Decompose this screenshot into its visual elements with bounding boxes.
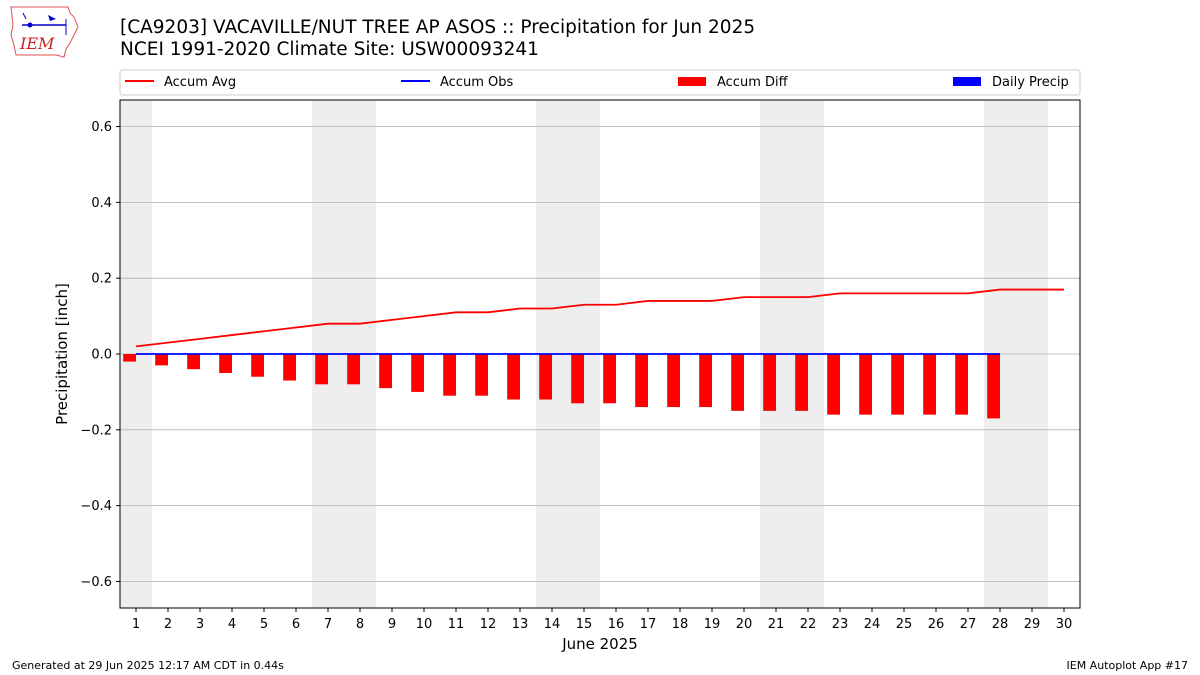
accum-avg-line: [135, 288, 1064, 348]
generated-timestamp: Generated at 29 Jun 2025 12:17 AM CDT in…: [12, 659, 284, 672]
x-tick-label: 14: [544, 617, 561, 632]
x-tick-label: 3: [196, 617, 204, 632]
x-tick-label: 29: [1024, 617, 1041, 632]
x-tick-label: 22: [800, 617, 817, 632]
legend-label: Accum Avg: [164, 75, 236, 90]
y-tick-label: 0.6: [91, 120, 112, 135]
legend-label: Daily Precip: [992, 75, 1069, 90]
accum-diff-bar: [987, 354, 1000, 419]
accum-diff-bar: [315, 354, 328, 385]
accum-diff-bar: [283, 354, 296, 381]
accum-diff-bar: [699, 354, 712, 408]
x-tick-label: 21: [768, 617, 785, 632]
x-tick-label: 18: [672, 617, 689, 632]
x-tick-label: 23: [832, 617, 849, 632]
x-tick-label: 10: [416, 617, 433, 632]
legend-label: Accum Obs: [440, 75, 513, 90]
x-tick-label: 16: [608, 617, 625, 632]
x-tick-label: 30: [1056, 617, 1073, 632]
x-tick-label: 9: [388, 617, 396, 632]
legend-label: Accum Diff: [717, 75, 789, 90]
accum-diff-bar: [123, 354, 136, 362]
legend-swatch-patch: [678, 77, 706, 86]
x-tick-label: 15: [576, 617, 593, 632]
app-credit: IEM Autoplot App #17: [1066, 659, 1189, 672]
accum-diff-bar: [667, 354, 680, 408]
accum-diff-bar: [251, 354, 264, 377]
accum-diff-bar: [443, 354, 456, 396]
x-tick-label: 5: [260, 617, 268, 632]
y-tick-label: 0.2: [91, 272, 112, 287]
accum-diff-bar: [539, 354, 552, 400]
x-tick-label: 11: [448, 617, 465, 632]
y-axis-label: Precipitation [inch]: [53, 283, 71, 425]
x-tick-label: 8: [356, 617, 364, 632]
accum-diff-bar: [347, 354, 360, 385]
y-tick-label: −0.6: [80, 575, 112, 590]
y-tick-label: −0.2: [80, 423, 112, 438]
accum-diff-bar: [795, 354, 808, 411]
accum-diff-bar: [155, 354, 168, 366]
accum-diff-bar: [955, 354, 968, 415]
x-tick-label: 6: [292, 617, 300, 632]
x-tick-label: 17: [640, 617, 657, 632]
accum-diff-bar: [731, 354, 744, 411]
accum-diff-bar: [763, 354, 776, 411]
x-axis-label: June 2025: [561, 635, 638, 653]
legend: Accum Avg Accum Obs Accum Diff Daily Precip: [119, 69, 1081, 96]
x-tick-label: 27: [960, 617, 977, 632]
accum-diff-bar: [475, 354, 488, 396]
logo-text: IEM: [19, 34, 55, 53]
x-tick-label: 13: [512, 617, 529, 632]
accum-diff-bar: [219, 354, 232, 373]
accum-diff-bar: [827, 354, 840, 415]
chart-title: [CA9203] VACAVILLE/NUT TREE AP ASOS :: P…: [120, 17, 756, 38]
accum-diff-bar: [379, 354, 392, 389]
x-tick-label: 25: [896, 617, 913, 632]
accum-diff-bar: [891, 354, 904, 415]
iem-logo-icon: IEM: [10, 6, 79, 58]
x-tick-label: 12: [480, 617, 497, 632]
x-tick-label: 28: [992, 617, 1009, 632]
y-tick-label: 0.0: [91, 348, 112, 363]
x-tick-label: 2: [164, 617, 172, 632]
x-tick-label: 4: [228, 617, 236, 632]
legend-box: [119, 69, 1081, 96]
x-tick-label: 19: [704, 617, 721, 632]
legend-swatch-patch: [953, 77, 981, 86]
chart-subtitle: NCEI 1991-2020 Climate Site: USW00093241: [120, 39, 539, 60]
accum-diff-bar: [603, 354, 616, 404]
x-tick-label: 26: [928, 617, 945, 632]
accum-diff-bar: [635, 354, 648, 408]
accum-diff-bar: [411, 354, 424, 392]
x-tick-label: 20: [736, 617, 753, 632]
accum-diff-bar: [859, 354, 872, 415]
y-tick-label: −0.4: [80, 499, 112, 514]
accum-diff-bar: [571, 354, 584, 404]
accum-diff-bar: [923, 354, 936, 415]
x-tick-label: 24: [864, 617, 881, 632]
y-tick-label: 0.4: [91, 196, 112, 211]
accum-diff-bar: [507, 354, 520, 400]
x-tick-label: 1: [132, 617, 140, 632]
accum-diff-bar: [187, 354, 200, 370]
x-tick-label: 7: [324, 617, 332, 632]
